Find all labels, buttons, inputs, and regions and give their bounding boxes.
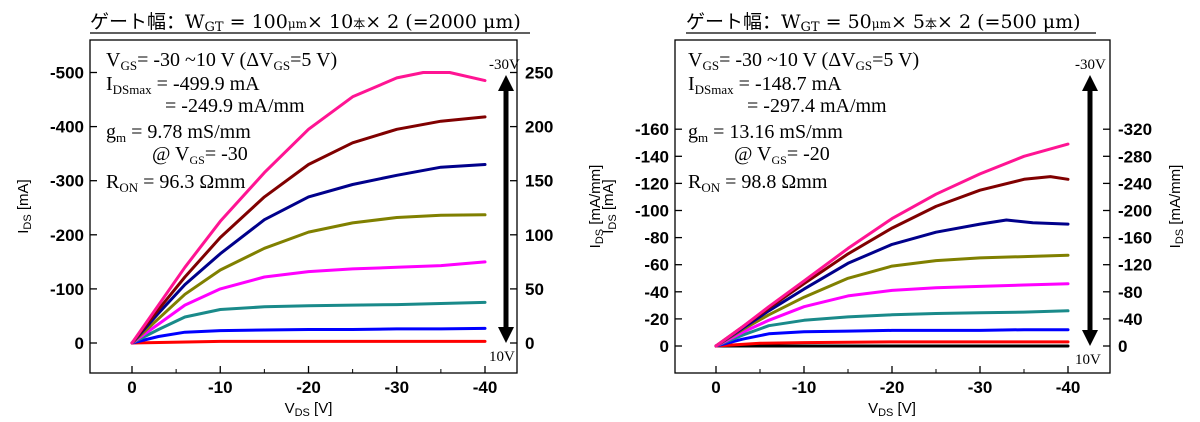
- y-left-axis-label: IDS [mA]: [15, 179, 34, 233]
- y-left-tick-label: -140: [635, 147, 669, 166]
- y-left-tick-label: -160: [635, 120, 669, 139]
- vgs-arrow-head-down: [498, 327, 514, 343]
- y-right-tick-label: -280: [1118, 147, 1152, 166]
- y-right-tick-label: -120: [1118, 256, 1152, 275]
- y-right-tick-label: 0: [525, 334, 534, 353]
- series-line-2: [714, 340, 1070, 348]
- series-line-7: [130, 115, 487, 345]
- x-tick-label: -30: [384, 378, 409, 397]
- x-tick-label: -30: [968, 378, 993, 397]
- annotation-gm-at: @ VGS= -20: [734, 143, 830, 167]
- y-right-axis-label: IDS [mA/mm]: [1167, 165, 1186, 249]
- x-tick-label: -10: [792, 378, 817, 397]
- y-left-tick-label: 0: [660, 337, 669, 356]
- annotation-gm-at: @ VGS= -30: [152, 143, 248, 167]
- y-left-tick-label: -400: [50, 118, 84, 137]
- vgs-arrow-head-up: [498, 75, 514, 91]
- y-right-tick-label: 50: [525, 280, 544, 299]
- y-right-tick-label: -80: [1118, 283, 1143, 302]
- series-line-2: [130, 326, 487, 345]
- y-left-tick-label: -120: [635, 174, 669, 193]
- y-right-tick-label: 0: [1118, 337, 1127, 356]
- series-line-5: [130, 213, 487, 345]
- x-axis-label: VDS [V]: [285, 400, 333, 419]
- annotation-ron: RON = 96.3 Ωmm: [106, 171, 246, 195]
- y-right-tick-label: -240: [1118, 174, 1152, 193]
- annotation-vgs: VGS= -30 ~10 V (ΔVGS=5 V): [106, 49, 337, 73]
- y-right-tick-label: 200: [525, 118, 553, 137]
- arrow-label-top: -30V: [489, 57, 520, 73]
- vgs-arrow-head-down: [1082, 330, 1098, 346]
- annotation-idsmax-mamm: = -297.4 mA/mm: [747, 95, 887, 117]
- y-right-tick-label: 250: [525, 64, 553, 83]
- series-line-9: [714, 142, 1070, 348]
- annotation-gm: gm = 9.78 mS/mm: [106, 121, 251, 145]
- annotation-idsmax-ma: IDSmax = -499.9 mA: [106, 73, 260, 97]
- y-left-tick-label: -200: [50, 226, 84, 245]
- series-line-3: [130, 300, 487, 345]
- x-tick-label: -40: [473, 378, 498, 397]
- y-left-tick-label: -80: [644, 229, 669, 248]
- series-line-7: [714, 218, 1070, 348]
- y-left-tick-label: -300: [50, 172, 84, 191]
- y-left-tick-label: 0: [75, 334, 84, 353]
- y-left-tick-label: -100: [50, 280, 84, 299]
- annotation-gm: gm = 13.16 mS/mm: [688, 121, 843, 145]
- chart-panel-1: ゲート幅：WGT = 100μm× 10本× 2 (=2000 μm) 0 -10 -…: [15, 11, 606, 419]
- y-right-tick-label: -320: [1118, 120, 1152, 139]
- arrow-label-bottom: 10V: [1075, 352, 1101, 368]
- series-line-4: [130, 260, 487, 345]
- y-left-tick-label: -100: [635, 202, 669, 221]
- y-left-tick-label: -40: [644, 283, 669, 302]
- series-line-4: [714, 309, 1070, 348]
- chart-panel-2: ゲート幅：WGT = 50μm× 5本× 2 (=500 μm) 0 -10 -20 -…: [600, 11, 1186, 419]
- x-tick-label: 0: [711, 378, 720, 397]
- arrow-label-bottom: 10V: [489, 349, 515, 365]
- x-tick-label: -40: [1056, 378, 1081, 397]
- y-left-tick-label: -20: [644, 310, 669, 329]
- x-tick-label: -20: [880, 378, 905, 397]
- series-line-1: [130, 339, 487, 345]
- y-right-tick-label: -160: [1118, 229, 1152, 248]
- annotation-ron: RON = 98.8 Ωmm: [688, 171, 828, 195]
- arrow-label-top: -30V: [1075, 57, 1106, 73]
- chart-title: ゲート幅：WGT = 100μm× 10本× 2 (=2000 μm): [90, 11, 521, 35]
- plot-frame: [89, 39, 518, 374]
- vgs-arrow-head-up: [1082, 75, 1098, 91]
- annotation-idsmax-mamm: = -249.9 mA/mm: [165, 95, 305, 117]
- series-line-6: [714, 253, 1070, 348]
- series-line-8: [130, 71, 487, 345]
- y-right-tick-label: -40: [1118, 310, 1143, 329]
- y-right-tick-label: 150: [525, 172, 553, 191]
- annotation-vgs: VGS= -30 ~10 V (ΔVGS=5 V): [688, 49, 919, 73]
- y-left-tick-label: -60: [644, 256, 669, 275]
- y-left-axis-label: IDS [mA]: [600, 179, 619, 233]
- y-right-axis-label: IDS [mA/mm]: [587, 165, 606, 249]
- x-tick-label: -10: [208, 378, 233, 397]
- x-axis-label: VDS [V]: [868, 400, 916, 419]
- y-left-tick-label: -500: [50, 64, 84, 83]
- series-line-6: [130, 163, 487, 345]
- series-line-3: [714, 328, 1070, 348]
- x-tick-label: 0: [127, 378, 136, 397]
- chart-title: ゲート幅：WGT = 50μm× 5本× 2 (=500 μm): [686, 11, 1081, 35]
- annotation-idsmax-ma: IDSmax = -148.7 mA: [688, 73, 842, 97]
- y-right-tick-label: 100: [525, 226, 553, 245]
- series-line-5: [714, 282, 1070, 348]
- x-tick-label: -20: [296, 378, 321, 397]
- y-right-tick-label: -200: [1118, 202, 1152, 221]
